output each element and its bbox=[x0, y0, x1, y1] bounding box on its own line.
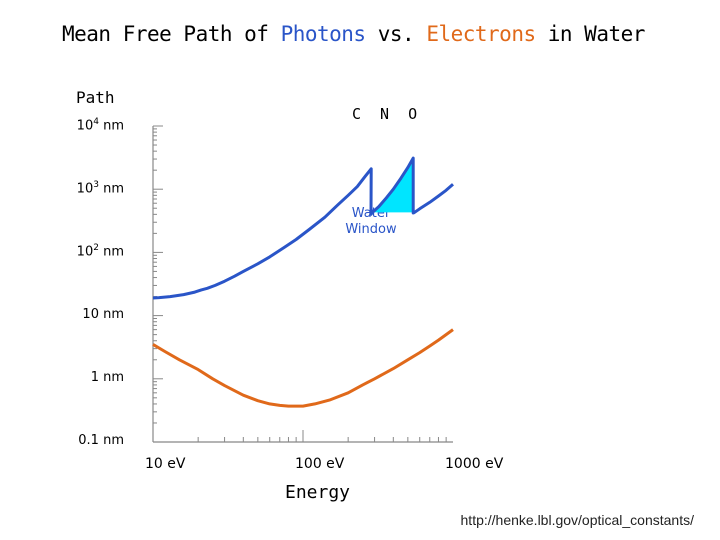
series-line-photons bbox=[152, 156, 454, 300]
x-tick-label: 100 eV bbox=[295, 456, 345, 472]
title-photons: Photons bbox=[280, 22, 367, 46]
y-tick-label: 10 nm bbox=[82, 306, 124, 322]
x-tick-label: 1000 eV bbox=[445, 456, 504, 472]
x-axis-label: Energy bbox=[285, 482, 351, 503]
y-axis-label: Path bbox=[76, 88, 115, 107]
series-line-electrons bbox=[152, 328, 454, 408]
y-tick-label: 104 nm bbox=[76, 117, 124, 134]
y-tick-label: 1 nm bbox=[90, 369, 124, 385]
y-tick-label: 102 nm bbox=[76, 243, 124, 260]
y-tick-label: 103 nm bbox=[76, 180, 124, 197]
absorption-edge-labels: C N O bbox=[352, 105, 423, 123]
title-prefix: Mean Free Path of bbox=[62, 22, 281, 46]
x-tick-label: 10 eV bbox=[145, 456, 186, 472]
source-link[interactable]: http://henke.lbl.gov/optical_constants/ bbox=[460, 512, 694, 528]
y-tick-label: 0.1 nm bbox=[78, 433, 124, 448]
title-electrons: Electrons bbox=[426, 22, 536, 46]
title-vs: vs. bbox=[365, 22, 427, 46]
chart-title: Mean Free Path of Photons vs. Electrons … bbox=[62, 22, 645, 46]
water-window-region bbox=[372, 158, 414, 213]
title-suffix: in Water bbox=[535, 22, 646, 46]
